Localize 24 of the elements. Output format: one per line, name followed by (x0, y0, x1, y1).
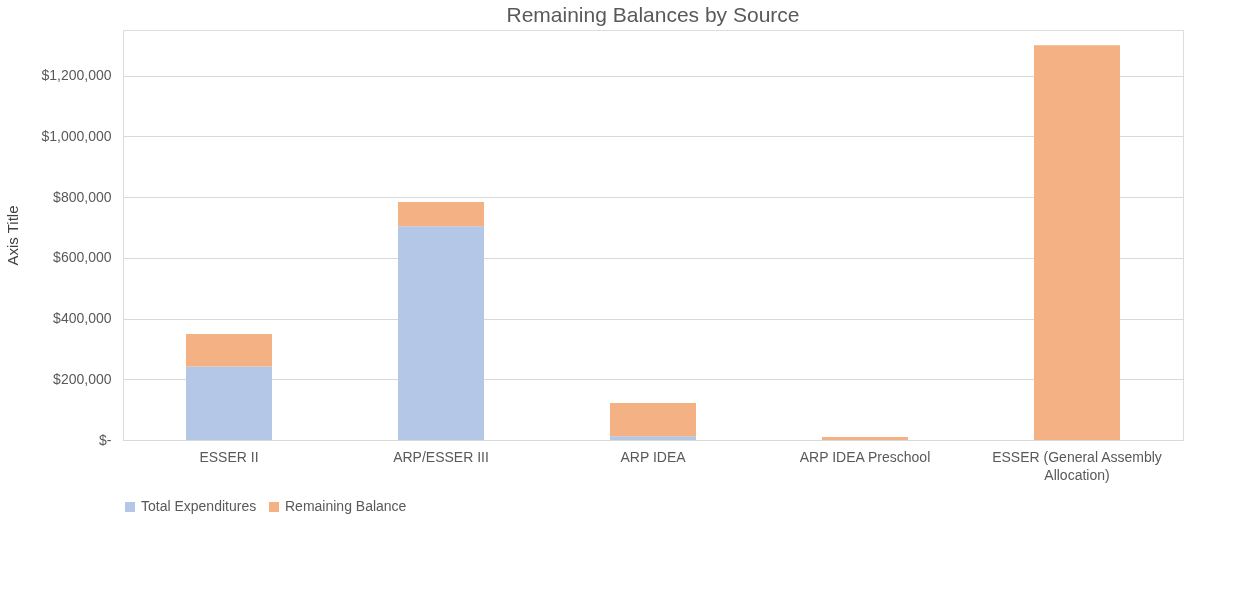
legend-label: Remaining Balance (285, 498, 407, 514)
bar (1034, 45, 1120, 440)
bar (398, 201, 484, 227)
x-tick-label: ARP IDEA Preschool (799, 448, 931, 465)
chart-title: Remaining Balances by Source (506, 3, 800, 26)
y-tick-label: $400,000 (53, 310, 112, 327)
x-tick-label: ESSER II (199, 448, 259, 465)
x-tick-label: ESSER (General Assembly Allocation) (992, 448, 1162, 483)
bar (186, 334, 272, 367)
y-axis-title: Axis Title (4, 205, 22, 266)
bar (822, 436, 908, 440)
y-tick-label: $1,200,000 (41, 67, 112, 84)
bar (186, 366, 272, 440)
y-tick-label: $800,000 (53, 188, 112, 205)
x-tick-label: ARP/ESSER III (393, 448, 489, 465)
bar (610, 436, 696, 440)
bar (610, 402, 696, 437)
bar (398, 226, 484, 440)
legend-label: Total Expenditures (141, 498, 257, 514)
y-tick-label: $200,000 (53, 370, 112, 387)
y-tick-label: $- (99, 431, 112, 448)
y-tick-label: $600,000 (53, 249, 112, 266)
x-tick-label: ARP IDEA (620, 448, 687, 465)
y-tick-label: $1,000,000 (41, 127, 112, 144)
